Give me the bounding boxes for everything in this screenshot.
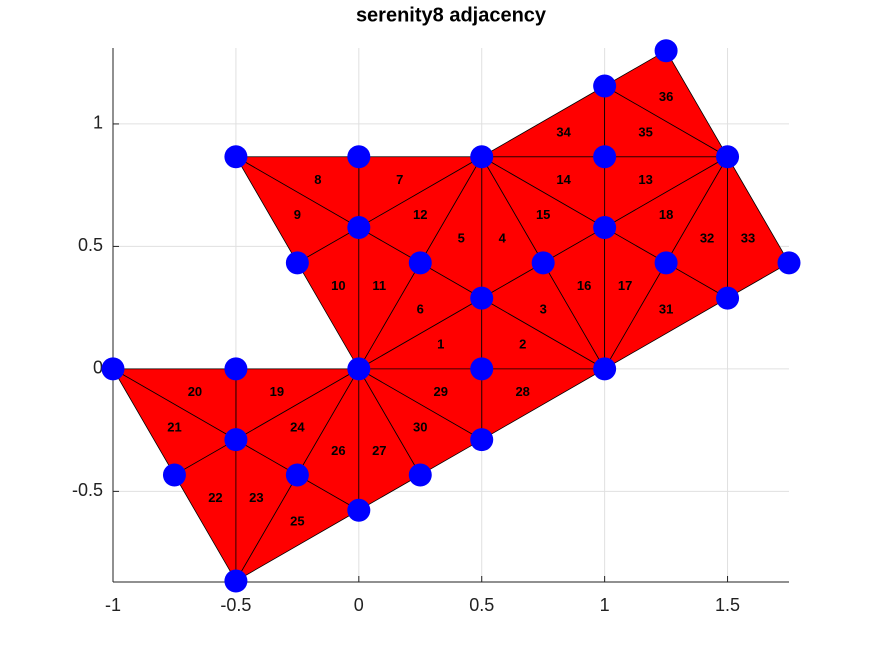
y-tick-label: -0.5 — [72, 480, 103, 500]
x-tick-label: -0.5 — [220, 595, 251, 615]
x-tick-label: 0.5 — [469, 595, 494, 615]
triangle-label: 5 — [458, 231, 465, 246]
triangle-label: 26 — [331, 443, 345, 458]
triangle-label: 15 — [536, 207, 550, 222]
triangle-label: 9 — [294, 207, 301, 222]
triangle-label: 27 — [372, 443, 386, 458]
node — [470, 428, 494, 452]
node — [531, 251, 555, 275]
node — [347, 216, 371, 240]
y-tick-label: 0 — [93, 358, 103, 378]
triangle-label: 4 — [499, 231, 507, 246]
triangle — [603, 50, 729, 158]
node — [408, 463, 432, 487]
triangle-label: 6 — [417, 301, 424, 316]
node — [470, 357, 494, 381]
triangle-label: 25 — [290, 514, 304, 529]
x-tick-label: -1 — [105, 595, 121, 615]
triangle-label: 21 — [167, 419, 181, 434]
triangle — [480, 85, 606, 158]
triangle-label: 33 — [741, 231, 755, 246]
triangle-label: 2 — [519, 337, 526, 352]
node — [162, 463, 186, 487]
triangle-label: 35 — [638, 125, 652, 140]
x-tick-label: 1 — [600, 595, 610, 615]
node — [224, 428, 248, 452]
triangle-label: 28 — [515, 384, 529, 399]
node — [408, 251, 432, 275]
triangle-label: 20 — [188, 384, 202, 399]
triangle-label: 13 — [638, 172, 652, 187]
node — [347, 145, 371, 169]
triangle — [358, 155, 483, 264]
node — [593, 357, 617, 381]
node — [285, 251, 309, 275]
triangle-label: 1 — [437, 337, 444, 352]
node — [101, 357, 125, 381]
triangle-label: 24 — [290, 419, 305, 434]
node — [777, 251, 801, 275]
triangle-label: 11 — [372, 278, 386, 293]
triangle-label: 18 — [659, 207, 673, 222]
triangle-label: 14 — [556, 172, 571, 187]
node — [716, 145, 740, 169]
triangle-label: 23 — [249, 490, 263, 505]
node — [224, 357, 248, 381]
x-tick-label: 1.5 — [715, 595, 740, 615]
node — [470, 286, 494, 310]
triangle-label: 16 — [577, 278, 591, 293]
node — [285, 463, 309, 487]
triangle-label: 7 — [396, 172, 403, 187]
node — [347, 498, 371, 522]
node — [593, 145, 617, 169]
y-tick-label: 1 — [93, 113, 103, 133]
triangle-label: 22 — [208, 490, 222, 505]
node — [224, 145, 248, 169]
node — [593, 216, 617, 240]
triangle-label: 17 — [618, 278, 632, 293]
triangle-label: 36 — [659, 89, 673, 104]
node — [716, 286, 740, 310]
chart-title: serenity8 adjacency — [356, 4, 547, 26]
triangle — [727, 155, 790, 299]
triangle-label: 32 — [700, 231, 714, 246]
node — [654, 39, 678, 63]
y-tick-label: 0.5 — [78, 235, 103, 255]
node — [593, 74, 617, 98]
triangle-label: 19 — [270, 384, 284, 399]
triangle-label: 3 — [540, 301, 547, 316]
triangle-label: 34 — [556, 125, 571, 140]
triangle-label: 10 — [331, 278, 345, 293]
triangle — [357, 367, 483, 476]
triangle-label: 8 — [314, 172, 321, 187]
triangle — [481, 368, 607, 441]
node — [347, 357, 371, 381]
triangle-label: 31 — [659, 301, 673, 316]
triangle-label: 12 — [413, 207, 427, 222]
triangle-label: 29 — [434, 384, 448, 399]
node — [470, 145, 494, 169]
x-tick-label: 0 — [354, 595, 364, 615]
node — [654, 251, 678, 275]
triangle-label: 30 — [413, 419, 427, 434]
node — [224, 569, 248, 593]
